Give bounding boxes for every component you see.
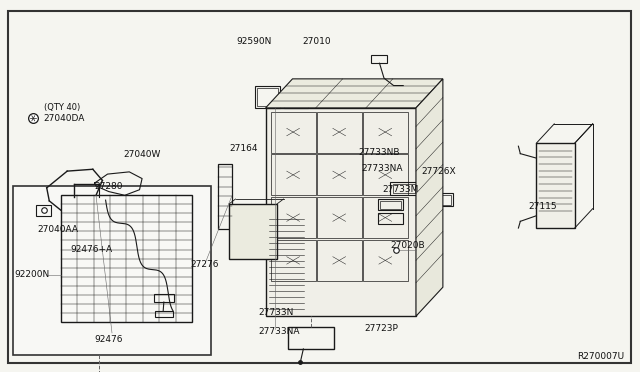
Text: 27115: 27115	[529, 202, 557, 211]
Bar	[363, 197, 408, 238]
Text: 27040W: 27040W	[123, 150, 160, 159]
Polygon shape	[416, 79, 443, 316]
Text: 27040DA: 27040DA	[44, 114, 85, 123]
Bar	[317, 240, 362, 281]
Bar	[363, 154, 408, 195]
Text: 27733NA: 27733NA	[259, 327, 300, 336]
Bar	[317, 197, 362, 238]
Bar	[218, 164, 232, 229]
Text: 27010: 27010	[302, 37, 331, 46]
Bar	[154, 294, 174, 302]
Text: 27164: 27164	[229, 144, 258, 153]
Bar	[363, 112, 408, 153]
Bar	[284, 89, 308, 108]
Text: 27733M: 27733M	[383, 185, 419, 194]
Bar	[271, 112, 316, 153]
Bar	[317, 154, 362, 195]
Bar	[536, 143, 575, 228]
Text: 27723P: 27723P	[365, 324, 399, 333]
Bar	[229, 204, 277, 259]
Text: 27276: 27276	[191, 260, 220, 269]
Text: R270007U: R270007U	[577, 352, 624, 361]
Text: 27733N: 27733N	[259, 308, 294, 317]
Text: 27280: 27280	[95, 182, 124, 190]
Bar	[36, 205, 51, 216]
Text: 27733NA: 27733NA	[362, 164, 403, 173]
Text: 92200N: 92200N	[14, 270, 49, 279]
Polygon shape	[266, 79, 443, 108]
Text: (QTY 40): (QTY 40)	[44, 103, 80, 112]
Bar	[61, 195, 192, 322]
Text: 92590N: 92590N	[237, 37, 272, 46]
Bar	[255, 86, 280, 108]
Bar	[371, 55, 387, 63]
Bar	[378, 213, 403, 224]
Bar	[13, 186, 211, 355]
Bar	[271, 154, 316, 195]
Text: 92476+A: 92476+A	[70, 246, 113, 254]
Text: 27040AA: 27040AA	[37, 225, 78, 234]
Bar	[390, 182, 417, 195]
Bar	[363, 240, 408, 281]
Text: 92476: 92476	[95, 335, 124, 344]
Bar	[380, 201, 401, 209]
Bar	[317, 112, 362, 153]
Bar	[288, 327, 334, 349]
Bar	[406, 83, 418, 90]
Text: 27020B: 27020B	[390, 241, 425, 250]
Bar	[271, 197, 316, 238]
Bar	[428, 193, 453, 206]
Bar	[430, 195, 451, 205]
Bar	[257, 88, 278, 106]
Text: 27733NB: 27733NB	[358, 148, 400, 157]
Bar	[271, 240, 316, 281]
Text: 27726X: 27726X	[421, 167, 456, 176]
Bar	[266, 108, 416, 316]
Bar	[378, 199, 403, 210]
Bar	[393, 184, 415, 193]
Bar	[155, 311, 173, 317]
